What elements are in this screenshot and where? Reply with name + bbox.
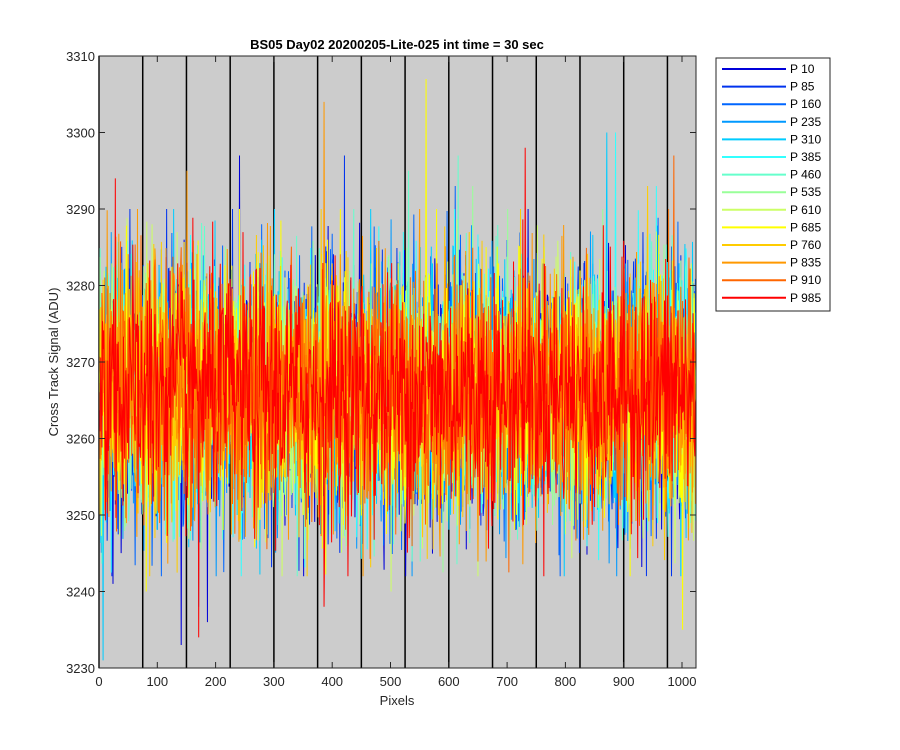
legend-label-p385: P 385 — [790, 150, 821, 164]
legend-label-p460: P 460 — [790, 168, 821, 182]
y-tick-label-3240: 3240 — [66, 585, 95, 600]
series-group — [99, 78, 697, 661]
legend: P 10 P 85 P 160 P 235 P 310 P 385 P 460 P 535 P … — [715, 57, 831, 312]
legend-box — [715, 57, 831, 312]
y-tick-label-3290: 3290 — [66, 202, 95, 217]
x-tick-label-700: 700 — [496, 674, 518, 689]
legend-label-p85: P 85 — [790, 80, 815, 94]
series-line-p985 — [99, 147, 697, 638]
y-axis-ticks: 3230 3240 3250 3260 3270 3280 3290 3300 3310 — [66, 49, 696, 676]
legend-label-p535: P 535 — [790, 185, 821, 199]
y-tick-label-3250: 3250 — [66, 508, 95, 523]
y-tick-label-3230: 3230 — [66, 661, 95, 676]
legend-label-p985: P 985 — [790, 291, 821, 305]
x-tick-label-800: 800 — [555, 674, 577, 689]
legend-label-p310: P 310 — [790, 132, 821, 146]
x-tick-label-1000: 1000 — [668, 674, 697, 689]
x-tick-label-500: 500 — [380, 674, 402, 689]
y-tick-label-3300: 3300 — [66, 126, 95, 141]
x-tick-label-900: 900 — [613, 674, 635, 689]
legend-label-p610: P 610 — [790, 203, 821, 217]
y-tick-label-3260: 3260 — [66, 432, 95, 447]
x-tick-label-300: 300 — [263, 674, 285, 689]
legend-label-p760: P 760 — [790, 238, 821, 252]
y-tick-label-3270: 3270 — [66, 355, 95, 370]
x-tick-label-200: 200 — [205, 674, 227, 689]
y-tick-label-3310: 3310 — [66, 49, 95, 64]
legend-label-p160: P 160 — [790, 97, 821, 111]
x-axis-ticks: 0 100 200 300 400 500 600 700 800 900 1000 — [95, 56, 696, 689]
legend-label-p910: P 910 — [790, 273, 821, 287]
x-tick-label-100: 100 — [146, 674, 168, 689]
legend-label-p10: P 10 — [790, 62, 815, 76]
legend-label-p235: P 235 — [790, 115, 821, 129]
x-tick-label-0: 0 — [95, 674, 102, 689]
x-tick-label-400: 400 — [321, 674, 343, 689]
legend-label-p835: P 835 — [790, 256, 821, 270]
x-axis-label: Pixels — [380, 693, 415, 708]
legend-label-p685: P 685 — [790, 220, 821, 234]
x-tick-label-600: 600 — [438, 674, 460, 689]
y-axis-label: Cross Track Signal (ADU) — [46, 288, 61, 437]
y-tick-label-3280: 3280 — [66, 279, 95, 294]
chart-title: BS05 Day02 20200205-Lite-025 int time = … — [250, 37, 544, 52]
